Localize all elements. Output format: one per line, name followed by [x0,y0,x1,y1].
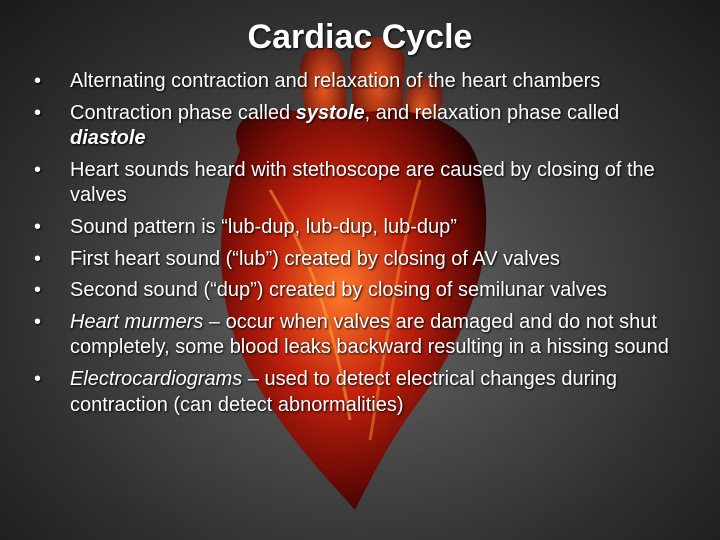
bullet-item: Heart sounds heard with stethoscope are … [34,158,692,209]
bullet-text: – used to detect electrical changes duri… [70,367,617,416]
bullet-text: diastole [70,127,146,150]
bullet-text: Contraction phase called [70,101,296,124]
slide-title: Cardiac Cycle [247,18,473,56]
bullet-item: Electrocardiograms – used to detect elec… [34,367,692,418]
bullet-item: First heart sound (“lub”) created by clo… [34,247,692,273]
bullet-text: Alternating contraction and relaxation o… [70,70,601,92]
bullet-list: Alternating contraction and relaxation o… [34,69,692,424]
bullet-item: Alternating contraction and relaxation o… [34,69,692,95]
bullet-text: Sound pattern is “lub-dup, lub-dup, lub-… [70,215,457,238]
bullet-text: Second sound (“dup”) created by closing … [70,279,607,302]
bullet-text: systole [295,101,365,124]
bullet-text: Heart sounds heard with stethoscope are … [70,158,655,207]
bullet-item: Sound pattern is “lub-dup, lub-dup, lub-… [34,215,692,241]
bullet-item: Heart murmers – occur when valves are da… [34,310,692,361]
bullet-text: – occur when valves are damaged and do n… [70,310,669,359]
bullet-text: Heart murmers [70,310,204,333]
bullet-text: , and relaxation phase called [364,101,620,124]
bullet-item: Contraction phase called systole, and re… [34,101,692,152]
bullet-item: Second sound (“dup”) created by closing … [34,278,692,304]
bullet-text: Electrocardiograms [70,367,243,390]
bullet-text: First heart sound (“lub”) created by clo… [70,247,560,270]
